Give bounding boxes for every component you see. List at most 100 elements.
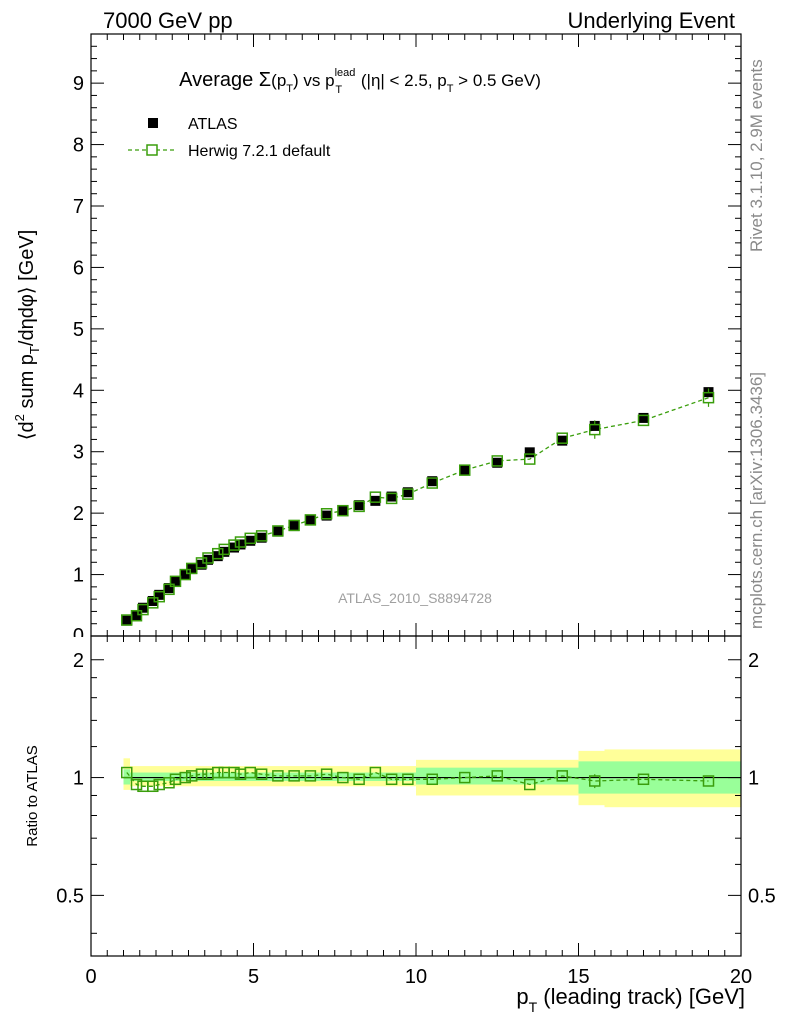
rivet-label: Rivet 3.1.10, 2.9M events — [747, 59, 766, 252]
atlas-point — [256, 532, 267, 543]
ratio-herwig-point — [304, 770, 317, 782]
legend: ATLAS Herwig 7.2.1 default — [128, 116, 331, 160]
atlas-point — [557, 435, 568, 446]
main-y-tick-label: 7 — [73, 196, 84, 218]
atlas-point — [245, 535, 256, 546]
ylabel-sub: T — [27, 346, 42, 354]
herwig-point — [524, 453, 536, 465]
title-tail2: > 0.5 GeV) — [453, 71, 540, 90]
atlas-point — [638, 412, 649, 423]
herwig-point — [153, 590, 165, 603]
ratio-herwig-point — [337, 771, 349, 784]
herwig-point — [179, 568, 191, 581]
x-tick-label: 20 — [730, 966, 752, 988]
herwig-point — [304, 514, 317, 526]
atlas-point — [386, 491, 397, 502]
ratio-y-tick-label-right: 2 — [748, 650, 759, 672]
main-axes: 1 2 3 4 5 6 7 8 9 0 — [60, 33, 742, 647]
main-y-tick-label: 9 — [73, 73, 84, 95]
herwig-point — [459, 464, 471, 476]
ratio-y-axis-label: Ratio to ATLAS — [24, 745, 41, 846]
ratio-herwig-point — [147, 780, 159, 793]
herwig-point — [556, 432, 568, 444]
title-sigma: Σ — [259, 69, 271, 91]
x-tick-label: 5 — [248, 966, 259, 988]
ratio-y-tick-label: 2 — [73, 650, 84, 672]
herwig-point — [163, 583, 175, 596]
herwig-point — [169, 575, 182, 588]
title-paren-open: (p — [271, 71, 286, 90]
atlas-point — [524, 447, 535, 458]
ratio-herwig-point — [369, 766, 382, 779]
herwig-point — [589, 423, 601, 436]
herwig-point — [385, 492, 398, 505]
atlas-point — [589, 420, 600, 431]
title-sub-t2: T — [335, 84, 342, 96]
legend-atlas-label: ATLAS — [188, 116, 238, 133]
ratio-herwig-point — [637, 773, 650, 786]
herwig-point — [637, 414, 650, 427]
ratio-herwig-point — [130, 778, 143, 791]
herwig-point — [702, 391, 715, 404]
ratio-herwig-line — [126, 771, 709, 787]
herwig-point — [244, 532, 256, 545]
atlas-point — [180, 569, 191, 580]
title-sub-t3: T — [447, 83, 454, 95]
zero-label-mask — [60, 637, 91, 647]
ratio-herwig-point — [163, 776, 175, 789]
ratio-herwig-point — [556, 770, 568, 782]
x-tick-label: 0 — [85, 966, 96, 988]
herwig-line — [126, 397, 709, 621]
xlabel-rest: (leading track) [GeV] — [537, 984, 745, 1009]
ratio-inner-band — [416, 767, 579, 785]
atlas-point — [138, 602, 148, 613]
ratio-herwig-point — [244, 766, 256, 779]
title-prefix: Average — [179, 69, 259, 91]
xlabel-sub: T — [529, 999, 538, 1015]
atlas-point — [459, 465, 470, 476]
title-paren-close: ) — [293, 71, 299, 90]
atlas-point — [289, 521, 300, 532]
ratio-herwig-point — [702, 775, 715, 787]
atlas-point — [196, 559, 207, 570]
herwig-point — [288, 519, 300, 532]
ratio-herwig-point — [179, 771, 191, 784]
ratio-herwig-point — [402, 773, 414, 786]
ratio-herwig-point — [228, 766, 240, 779]
atlas-point — [337, 505, 348, 516]
legend-herwig-marker — [146, 144, 158, 156]
atlas-point — [402, 487, 413, 498]
ratio-herwig-point — [385, 773, 398, 786]
atlas-point — [492, 457, 503, 468]
herwig-point — [228, 539, 240, 551]
title-sub-t: T — [286, 83, 293, 95]
atlas-point — [170, 576, 181, 587]
herwig-point — [353, 500, 365, 513]
herwig-point — [491, 455, 503, 467]
herwig-point — [337, 504, 349, 517]
header-left: 7000 GeV pp — [103, 8, 233, 33]
herwig-point — [130, 609, 143, 622]
ylabel-c: /dηdφ⟩ [GeV] — [16, 230, 38, 346]
analysis-watermark: ATLAS_2010_S8894728 — [338, 590, 492, 606]
ratio-herwig-point — [426, 773, 438, 786]
atlas-point — [305, 515, 316, 526]
ratio-panel — [121, 749, 741, 808]
ratio-y-tick-label: 1 — [73, 768, 84, 790]
ratio-herwig-point — [353, 773, 365, 786]
main-y-tick-label: 1 — [73, 565, 84, 587]
ratio-herwig-point — [121, 766, 133, 779]
atlas-point — [121, 615, 132, 626]
x-axis-label: pT (leading track) [GeV] — [516, 984, 745, 1015]
ratio-herwig-point — [288, 770, 300, 782]
herwig-point — [426, 477, 438, 489]
main-y-tick-label: 5 — [73, 319, 84, 341]
atlas-point — [131, 610, 142, 621]
main-y-tick-label: 8 — [73, 135, 84, 157]
herwig-point — [255, 530, 268, 542]
x-tick-label: 15 — [567, 966, 589, 988]
main-y-axis-label: ⟨d2 sum pT/dηdφ⟩ [GeV] — [12, 230, 42, 441]
legend-atlas-marker — [148, 118, 158, 128]
ylabel-sup: 2 — [12, 414, 27, 421]
header-right: Underlying Event — [567, 8, 735, 33]
